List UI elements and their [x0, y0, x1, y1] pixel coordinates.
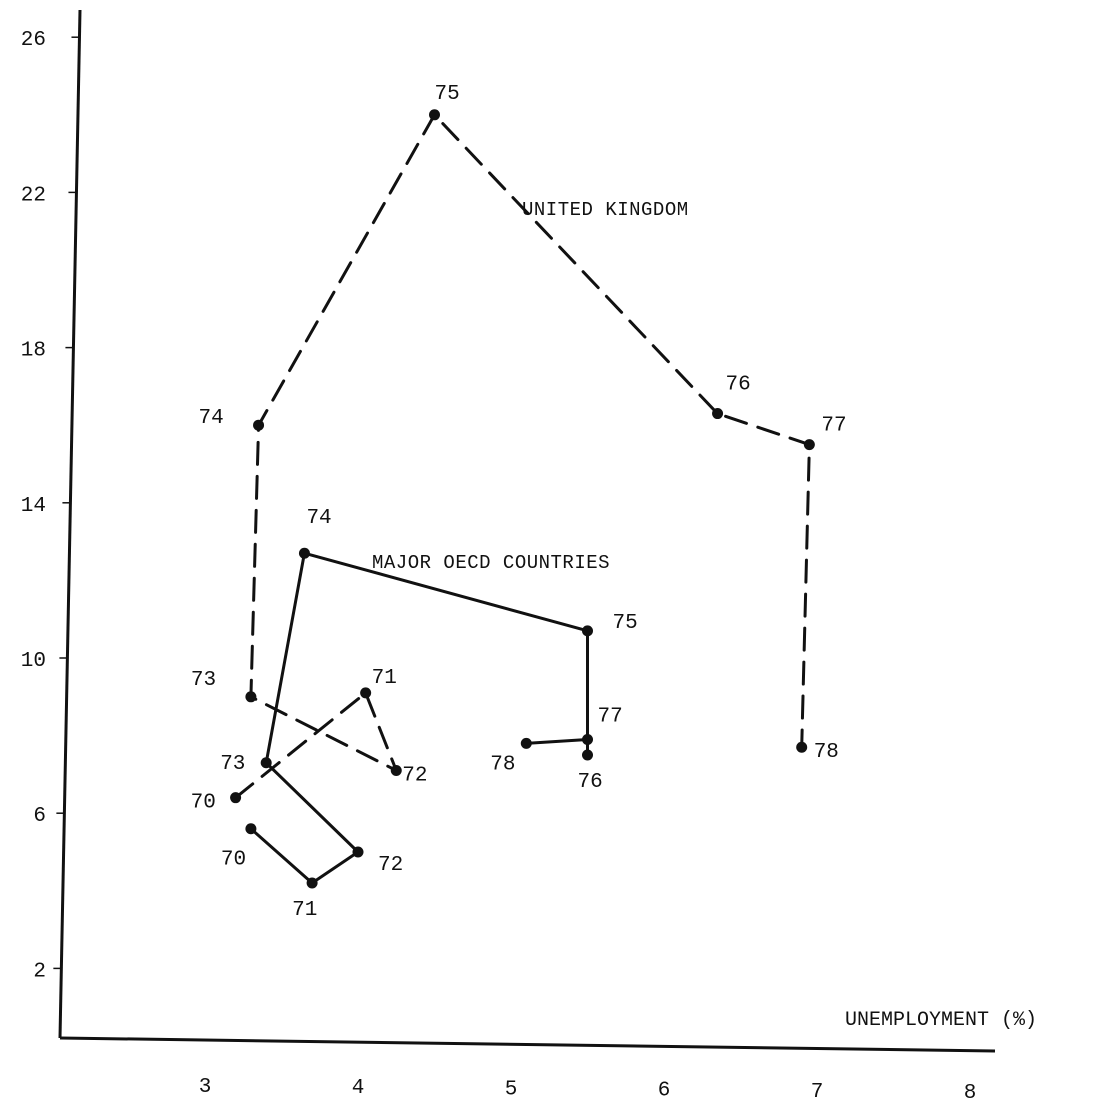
data-point — [298, 547, 310, 559]
x-tick-label: 8 — [964, 1082, 977, 1103]
point-label: 72 — [402, 765, 427, 788]
point-label: 77 — [598, 705, 623, 728]
point-label: 71 — [372, 667, 397, 690]
x-tick-label: 5 — [505, 1078, 518, 1101]
y-tick-label: 14 — [21, 495, 46, 518]
series-label-major-oecd-countries: MAJOR OECD COUNTRIES — [372, 552, 610, 574]
data-point — [520, 737, 532, 749]
y-axis — [58, 9, 82, 1039]
point-label: 77 — [821, 415, 846, 438]
point-label: 73 — [191, 669, 216, 692]
data-point — [230, 792, 242, 804]
data-point — [429, 109, 440, 121]
x-tick-label: 3 — [199, 1076, 212, 1099]
y-tick-label: 6 — [33, 805, 46, 828]
data-point — [352, 846, 364, 858]
series-layer: 70 71 72 73 74 75 76 77 78 70 71 72 73 74 75 76 77 78 — [191, 83, 847, 922]
series-major-oecd-countries: 70 71 72 73 74 75 76 77 78 — [220, 507, 638, 922]
data-point — [582, 625, 593, 637]
point-label: 74 — [199, 407, 224, 430]
x-ticks: 3 4 5 6 7 8 — [199, 1076, 977, 1103]
x-axis — [59, 1036, 996, 1053]
data-point — [712, 408, 724, 420]
x-tick-label: 4 — [352, 1077, 365, 1100]
point-label: 72 — [378, 854, 403, 877]
point-label: 78 — [814, 741, 839, 764]
data-point — [582, 733, 593, 745]
y-tick-label: 26 — [21, 29, 46, 52]
point-label: 76 — [726, 374, 751, 397]
series-line — [249, 551, 589, 885]
data-point — [796, 741, 808, 753]
data-point — [360, 687, 372, 699]
series-united-kingdom: 70 71 72 73 74 75 76 77 78 — [191, 83, 847, 815]
data-point — [245, 823, 257, 835]
y-tick-label: 22 — [21, 184, 46, 207]
point-label: 70 — [221, 849, 246, 872]
point-label: 78 — [490, 753, 515, 776]
data-point — [260, 757, 272, 769]
x-tick-label: 7 — [811, 1081, 824, 1103]
point-label: 71 — [292, 899, 317, 922]
data-point — [390, 765, 402, 777]
x-tick-label: 6 — [658, 1080, 671, 1103]
data-point — [582, 749, 593, 761]
point-label: 76 — [578, 771, 603, 794]
axes — [58, 9, 996, 1053]
point-label: 74 — [306, 507, 331, 530]
y-tick-label: 18 — [21, 340, 46, 363]
point-label: 75 — [613, 612, 638, 635]
series-label-united-kingdom: UNITED KINGDOM — [522, 199, 689, 221]
data-point — [306, 877, 318, 889]
point-label: 73 — [220, 753, 245, 776]
data-point — [245, 691, 257, 703]
y-tick-label: 10 — [21, 650, 46, 673]
data-point — [253, 419, 265, 431]
point-label: 70 — [191, 792, 216, 815]
x-axis-label: UNEMPLOYMENT (%) — [845, 1009, 1037, 1032]
y-tick-label: 2 — [33, 960, 46, 983]
data-point — [803, 439, 815, 451]
point-label: 75 — [435, 83, 460, 106]
